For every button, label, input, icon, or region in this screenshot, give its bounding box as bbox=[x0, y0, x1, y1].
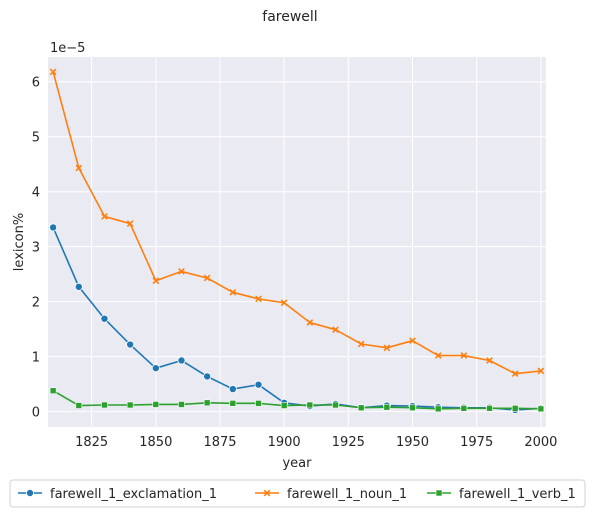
data-point bbox=[229, 288, 237, 296]
data-point bbox=[25, 488, 34, 497]
y-tick-label: 5 bbox=[32, 131, 40, 146]
data-point bbox=[229, 400, 237, 407]
x-tick-label: 2000 bbox=[524, 435, 557, 450]
y-tick-label: 2 bbox=[32, 296, 40, 311]
x-axis: 1825 1850 1875 1900 1925 1950 1975 2000 bbox=[75, 435, 557, 450]
grid bbox=[48, 57, 546, 427]
x-tick-label: 1975 bbox=[460, 435, 493, 450]
data-point bbox=[49, 223, 58, 232]
data-point bbox=[383, 403, 391, 411]
legend-entry: farewell_1_exclamation_1 bbox=[18, 487, 217, 502]
data-point bbox=[152, 277, 160, 285]
data-point bbox=[434, 352, 442, 359]
legend-label: farewell_1_exclamation_1 bbox=[50, 487, 217, 502]
y-axis: 0 1 2 3 4 5 6 bbox=[32, 76, 40, 421]
y-tick-label: 6 bbox=[32, 76, 40, 91]
data-point bbox=[460, 352, 468, 359]
legend-label: farewell_1_noun_1 bbox=[287, 487, 407, 502]
data-point bbox=[151, 364, 160, 373]
data-point bbox=[511, 370, 519, 378]
data-point bbox=[486, 357, 493, 364]
data-point bbox=[177, 356, 186, 365]
data-point bbox=[152, 401, 160, 408]
data-point bbox=[255, 295, 262, 303]
data-point bbox=[228, 385, 237, 394]
data-point bbox=[126, 220, 134, 227]
data-point bbox=[383, 344, 391, 352]
data-point bbox=[203, 274, 211, 282]
data-point bbox=[101, 401, 108, 409]
legend-entry: farewell_1_verb_1 bbox=[427, 487, 576, 502]
y-axis-title: lexicon% bbox=[12, 213, 27, 271]
data-point bbox=[280, 299, 288, 307]
data-point bbox=[460, 405, 468, 412]
data-point bbox=[100, 314, 109, 323]
data-point bbox=[203, 372, 212, 381]
x-tick-label: 1850 bbox=[139, 435, 172, 450]
series-farewell_1_noun_1 bbox=[49, 68, 545, 378]
data-point bbox=[75, 402, 83, 409]
y-tick-label: 0 bbox=[32, 406, 40, 421]
x-tick-label: 1925 bbox=[332, 435, 365, 450]
series-line bbox=[52, 390, 541, 410]
legend: farewell_1_exclamation_1 farewell_1_noun_… bbox=[9, 479, 586, 508]
series-layer bbox=[49, 68, 545, 414]
data-point bbox=[409, 404, 416, 412]
data-point bbox=[306, 401, 314, 409]
data-point bbox=[280, 402, 288, 409]
legend-label: farewell_1_verb_1 bbox=[459, 487, 576, 502]
data-point bbox=[178, 401, 185, 408]
data-point bbox=[126, 340, 135, 349]
y-tick-label: 4 bbox=[32, 186, 40, 201]
data-point bbox=[101, 213, 108, 220]
y-offset-label: 1e−5 bbox=[50, 41, 85, 56]
data-point bbox=[255, 400, 262, 407]
y-tick-label: 3 bbox=[32, 241, 40, 256]
data-point bbox=[435, 489, 443, 497]
data-point bbox=[74, 282, 83, 291]
data-point bbox=[178, 268, 185, 275]
data-point bbox=[203, 399, 211, 407]
data-point bbox=[434, 405, 442, 413]
x-tick-label: 1825 bbox=[75, 435, 108, 450]
legend-box bbox=[9, 479, 586, 508]
x-tick-label: 1900 bbox=[268, 435, 301, 450]
data-point bbox=[357, 404, 365, 412]
data-point bbox=[306, 319, 314, 326]
data-point bbox=[357, 340, 365, 348]
data-point bbox=[537, 367, 545, 375]
x-tick-label: 1950 bbox=[396, 435, 429, 450]
data-point bbox=[49, 387, 57, 395]
x-axis-title: year bbox=[282, 456, 312, 471]
data-point bbox=[537, 405, 545, 413]
x-tick-label: 1875 bbox=[203, 435, 236, 450]
data-point bbox=[263, 489, 271, 497]
data-point bbox=[511, 405, 519, 412]
y-tick-label: 1 bbox=[32, 351, 40, 366]
data-point bbox=[254, 380, 263, 389]
data-point bbox=[332, 326, 339, 334]
data-point bbox=[49, 68, 57, 76]
data-point bbox=[75, 164, 83, 172]
data-point bbox=[332, 401, 339, 409]
plot-background bbox=[48, 57, 546, 427]
data-point bbox=[126, 401, 134, 409]
data-point bbox=[486, 405, 493, 412]
legend-entry: farewell_1_noun_1 bbox=[255, 487, 407, 502]
series-farewell_1_verb_1 bbox=[49, 387, 545, 413]
series-line bbox=[52, 71, 541, 375]
data-point bbox=[409, 337, 416, 345]
chart-title: farewell bbox=[262, 9, 317, 25]
